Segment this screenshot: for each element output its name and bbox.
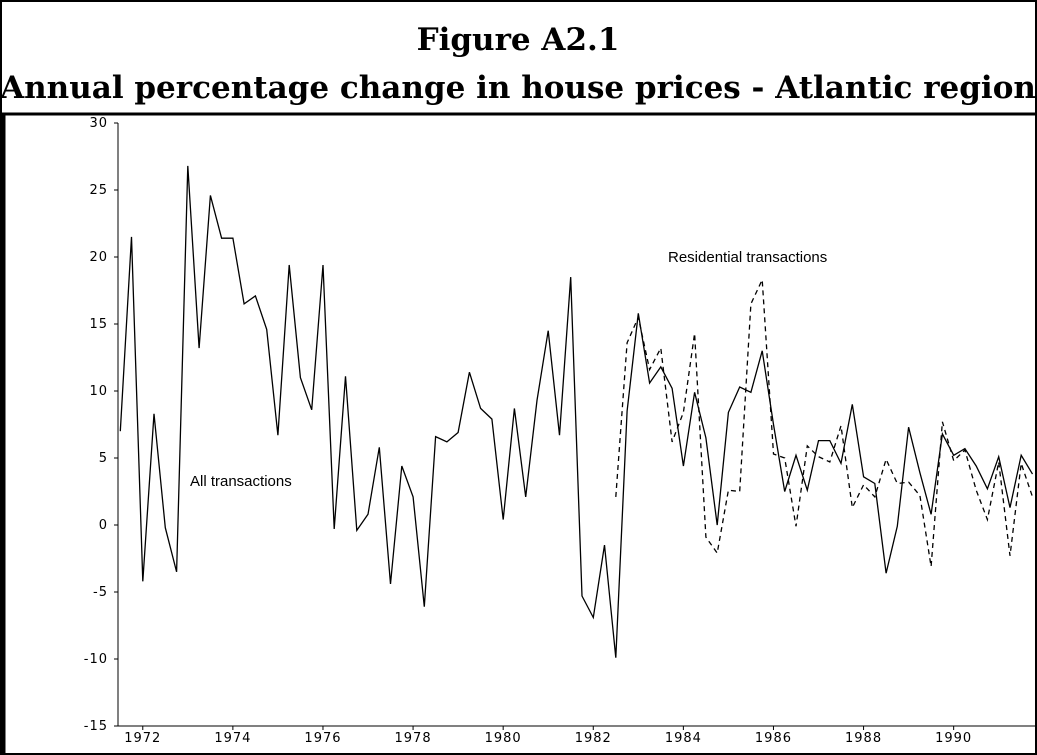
x-tick-label: 1984 xyxy=(665,731,702,746)
x-tick-label: 1986 xyxy=(755,731,792,746)
y-tick-label: 30 xyxy=(89,116,108,131)
y-tick-label: 20 xyxy=(89,250,108,265)
annotation: All transactions xyxy=(190,473,292,490)
x-tick-label: 1982 xyxy=(575,731,612,746)
x-tick-label: 1974 xyxy=(214,731,251,746)
chart-subtitle: Annual percentage change in house prices… xyxy=(0,70,1036,106)
x-tick-label: 1990 xyxy=(935,731,972,746)
chart-title: Figure A2.1 xyxy=(417,22,620,58)
y-tick-label: 5 xyxy=(99,451,108,466)
data-line xyxy=(615,279,1034,567)
y-tick-label: -15 xyxy=(84,719,108,734)
x-tick-label: 1980 xyxy=(485,731,522,746)
y-tick-label: 15 xyxy=(89,317,108,332)
x-tick-label: 1988 xyxy=(845,731,882,746)
x-tick-label: 1972 xyxy=(124,731,161,746)
y-tick-label: -10 xyxy=(84,652,108,667)
y-tick-label: -5 xyxy=(93,585,108,600)
y-tick-label: 10 xyxy=(89,384,108,399)
x-tick-label: 1978 xyxy=(395,731,432,746)
y-tick-label: 0 xyxy=(99,518,108,533)
y-tick-label: 25 xyxy=(89,183,108,198)
annotation: Residential transactions xyxy=(668,249,827,266)
data-line xyxy=(119,165,1034,658)
x-tick-label: 1976 xyxy=(304,731,341,746)
